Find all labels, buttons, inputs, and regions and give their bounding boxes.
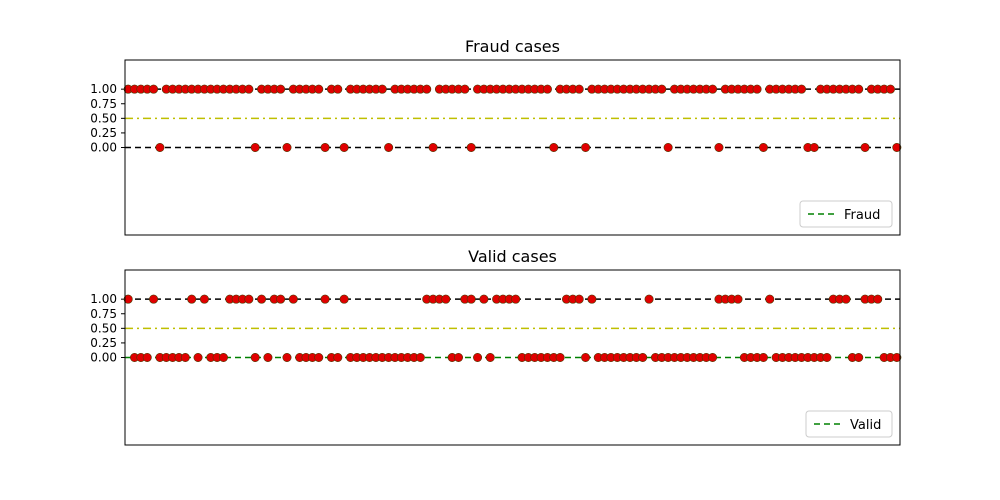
- data-point: [542, 84, 552, 94]
- data-point: [549, 143, 559, 153]
- data-point: [263, 352, 273, 362]
- data-point: [454, 352, 464, 362]
- axes-frame: [124, 59, 901, 236]
- data-point: [822, 352, 832, 362]
- legend: Fraud: [799, 200, 893, 228]
- y-tick-label: 0.75: [90, 97, 117, 111]
- data-point: [257, 294, 267, 304]
- data-point: [193, 352, 203, 362]
- data-point: [333, 84, 343, 94]
- data-point: [581, 143, 591, 153]
- data-point: [123, 294, 133, 304]
- data-point: [758, 143, 768, 153]
- data-point: [250, 352, 260, 362]
- data-point: [797, 84, 807, 94]
- data-point: [733, 294, 743, 304]
- data-point: [752, 84, 762, 94]
- data-point: [473, 352, 483, 362]
- data-point: [644, 294, 654, 304]
- data-point: [276, 294, 286, 304]
- data-point: [460, 84, 470, 94]
- valid-panel: Valid cases 0.000.250.500.751.00 Valid: [90, 247, 902, 446]
- data-point: [511, 294, 521, 304]
- axes-frame: [124, 269, 901, 446]
- legend-label: Valid: [850, 418, 881, 433]
- data-point: [428, 143, 438, 153]
- data-point: [244, 294, 254, 304]
- data-point: [218, 352, 228, 362]
- data-point: [377, 84, 387, 94]
- data-point: [155, 143, 165, 153]
- y-tick-label: 1.00: [90, 82, 117, 96]
- data-point: [892, 143, 902, 153]
- data-point: [466, 294, 476, 304]
- data-point: [288, 294, 298, 304]
- data-point: [854, 352, 864, 362]
- data-point: [479, 294, 489, 304]
- data-point: [466, 143, 476, 153]
- data-point: [765, 294, 775, 304]
- data-point: [657, 84, 667, 94]
- chart-title: Fraud cases: [465, 37, 560, 56]
- data-point: [663, 143, 673, 153]
- data-point: [708, 352, 718, 362]
- data-point: [758, 352, 768, 362]
- data-point: [885, 84, 895, 94]
- y-tick-label: 0.00: [90, 351, 117, 365]
- legend-label: Fraud: [844, 208, 880, 223]
- data-point: [581, 352, 591, 362]
- legend-box: [799, 200, 893, 228]
- data-point: [485, 352, 495, 362]
- data-point: [276, 84, 286, 94]
- data-point: [809, 143, 819, 153]
- data-point: [441, 294, 451, 304]
- data-point: [244, 84, 254, 94]
- fraud-panel: Fraud cases 0.000.250.500.751.00 Fraud: [90, 37, 902, 236]
- data-point: [841, 294, 851, 304]
- data-point: [282, 352, 292, 362]
- data-point: [180, 352, 190, 362]
- data-point: [415, 352, 425, 362]
- y-tick-label: 0.25: [90, 336, 117, 350]
- data-point: [314, 352, 324, 362]
- data-point: [199, 294, 209, 304]
- data-point: [708, 84, 718, 94]
- data-point: [854, 84, 864, 94]
- data-point: [149, 294, 159, 304]
- data-point: [574, 294, 584, 304]
- data-point: [320, 294, 330, 304]
- y-tick-label: 0.00: [90, 141, 117, 155]
- data-point: [149, 84, 159, 94]
- data-point: [555, 352, 565, 362]
- data-point: [860, 143, 870, 153]
- data-point: [638, 352, 648, 362]
- legend-box: [805, 410, 893, 438]
- data-point: [187, 294, 197, 304]
- y-tick-label: 1.00: [90, 292, 117, 306]
- data-point: [892, 352, 902, 362]
- y-tick-label: 0.25: [90, 126, 117, 140]
- data-point: [282, 143, 292, 153]
- data-point: [714, 143, 724, 153]
- data-point: [422, 84, 432, 94]
- data-point: [873, 294, 883, 304]
- data-point: [320, 143, 330, 153]
- data-point: [339, 143, 349, 153]
- data-point: [314, 84, 324, 94]
- legend: Valid: [805, 410, 893, 438]
- y-tick-label: 0.50: [90, 321, 117, 335]
- data-point: [142, 352, 152, 362]
- data-point: [574, 84, 584, 94]
- data-point: [339, 294, 349, 304]
- data-point: [250, 143, 260, 153]
- data-point: [587, 294, 597, 304]
- data-point: [333, 352, 343, 362]
- data-point: [384, 143, 394, 153]
- y-tick-label: 0.75: [90, 307, 117, 321]
- chart-title: Valid cases: [468, 247, 557, 266]
- y-tick-label: 0.50: [90, 111, 117, 125]
